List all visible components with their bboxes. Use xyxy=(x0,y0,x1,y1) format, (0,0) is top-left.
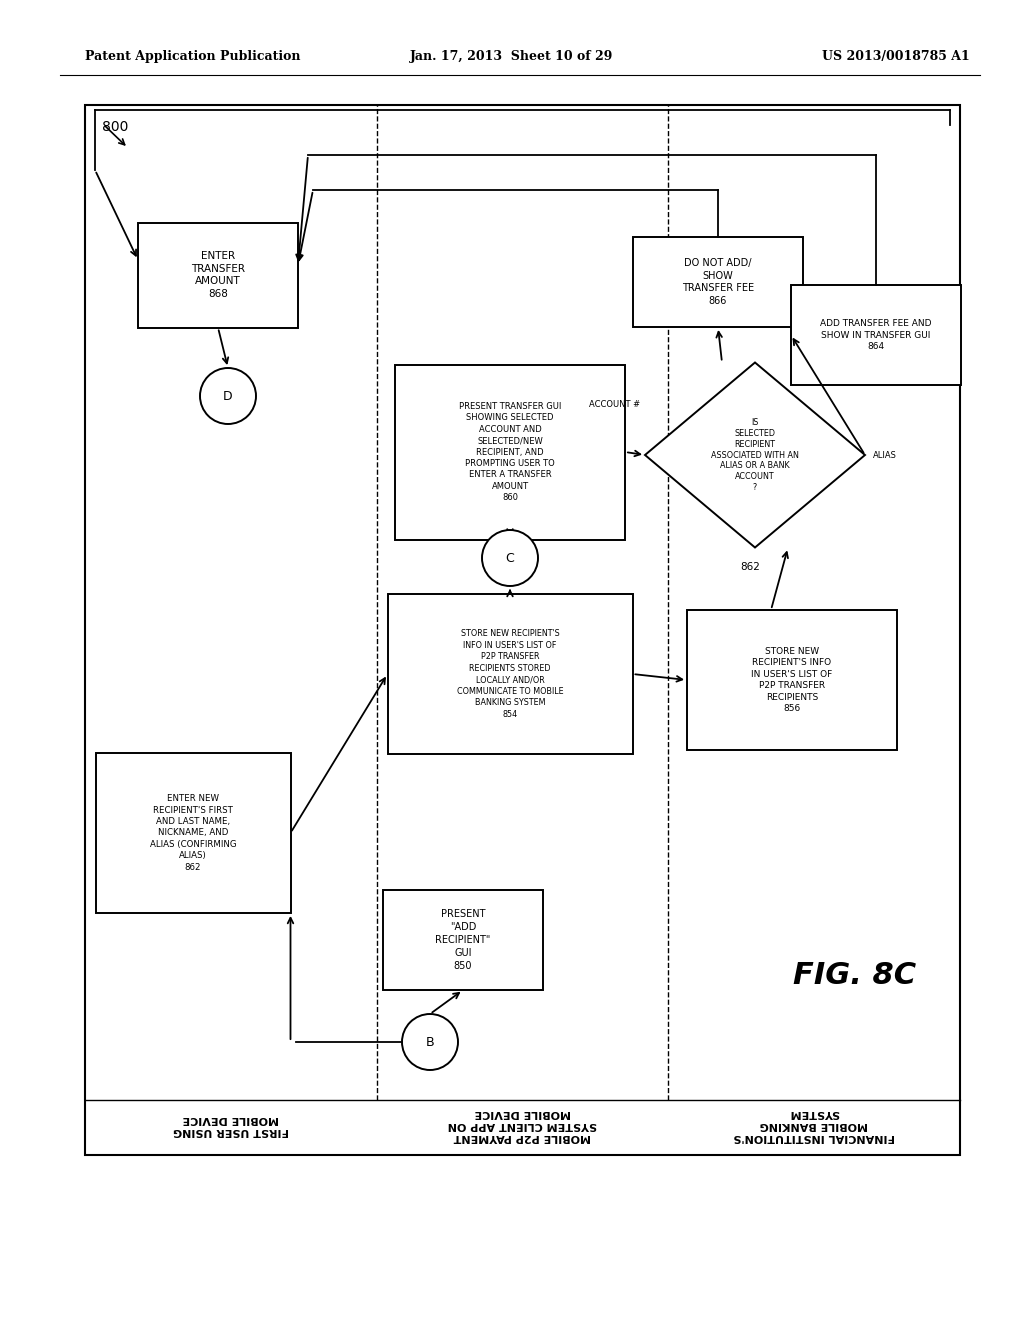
Text: ACCOUNT #: ACCOUNT # xyxy=(589,400,640,409)
Text: PRESENT TRANSFER GUI
SHOWING SELECTED
ACCOUNT AND
SELECTED/NEW
RECIPIENT, AND
PR: PRESENT TRANSFER GUI SHOWING SELECTED AC… xyxy=(459,401,561,503)
Text: 862: 862 xyxy=(740,561,760,572)
Text: ALIAS: ALIAS xyxy=(873,450,897,459)
Text: STORE NEW RECIPIENT'S
INFO IN USER'S LIST OF
P2P TRANSFER
RECIPIENTS STORED
LOCA: STORE NEW RECIPIENT'S INFO IN USER'S LIS… xyxy=(457,630,563,718)
Circle shape xyxy=(200,368,256,424)
Text: US 2013/0018785 A1: US 2013/0018785 A1 xyxy=(822,50,970,63)
FancyBboxPatch shape xyxy=(95,752,291,913)
Text: D: D xyxy=(223,389,232,403)
Text: MOBILE P2P PAYMENT
SYSTEM CLIENT APP ON
MOBILE DEVICE: MOBILE P2P PAYMENT SYSTEM CLIENT APP ON … xyxy=(447,1109,597,1142)
Text: DO NOT ADD/
SHOW
TRANSFER FEE
866: DO NOT ADD/ SHOW TRANSFER FEE 866 xyxy=(682,257,754,306)
Circle shape xyxy=(402,1014,458,1071)
Text: ENTER
TRANSFER
AMOUNT
868: ENTER TRANSFER AMOUNT 868 xyxy=(191,251,245,300)
Text: FIRST USER USING
MOBILE DEVICE: FIRST USER USING MOBILE DEVICE xyxy=(173,1114,289,1135)
Text: ADD TRANSFER FEE AND
SHOW IN TRANSFER GUI
864: ADD TRANSFER FEE AND SHOW IN TRANSFER GU… xyxy=(820,319,932,351)
FancyBboxPatch shape xyxy=(687,610,897,750)
FancyBboxPatch shape xyxy=(387,594,633,754)
Bar xyxy=(85,106,961,1155)
FancyBboxPatch shape xyxy=(791,285,961,385)
Text: Patent Application Publication: Patent Application Publication xyxy=(85,50,300,63)
Text: B: B xyxy=(426,1035,434,1048)
Text: ENTER NEW
RECIPIENT'S FIRST
AND LAST NAME,
NICKNAME, AND
ALIAS (CONFIRMING
ALIAS: ENTER NEW RECIPIENT'S FIRST AND LAST NAM… xyxy=(150,795,237,871)
Text: PRESENT
"ADD
RECIPIENT"
GUI
850: PRESENT "ADD RECIPIENT" GUI 850 xyxy=(435,909,490,970)
Text: Jan. 17, 2013  Sheet 10 of 29: Jan. 17, 2013 Sheet 10 of 29 xyxy=(411,50,613,63)
FancyBboxPatch shape xyxy=(633,238,803,327)
Circle shape xyxy=(482,531,538,586)
FancyBboxPatch shape xyxy=(383,890,543,990)
Text: 800: 800 xyxy=(102,120,128,135)
Text: IS
SELECTED
RECIPIENT
ASSOCIATED WITH AN
ALIAS OR A BANK
ACCOUNT
?: IS SELECTED RECIPIENT ASSOCIATED WITH AN… xyxy=(711,418,799,492)
Text: STORE NEW
RECIPIENT'S INFO
IN USER'S LIST OF
P2P TRANSFER
RECIPIENTS
856: STORE NEW RECIPIENT'S INFO IN USER'S LIS… xyxy=(752,647,833,713)
Polygon shape xyxy=(645,363,865,548)
Text: FIG. 8C: FIG. 8C xyxy=(794,961,916,990)
Text: C: C xyxy=(506,552,514,565)
Text: FINANCIAL INSTITUTION'S
MOBILE BANKING
SYSTEM: FINANCIAL INSTITUTION'S MOBILE BANKING S… xyxy=(733,1109,895,1142)
FancyBboxPatch shape xyxy=(395,364,625,540)
FancyBboxPatch shape xyxy=(138,223,298,327)
